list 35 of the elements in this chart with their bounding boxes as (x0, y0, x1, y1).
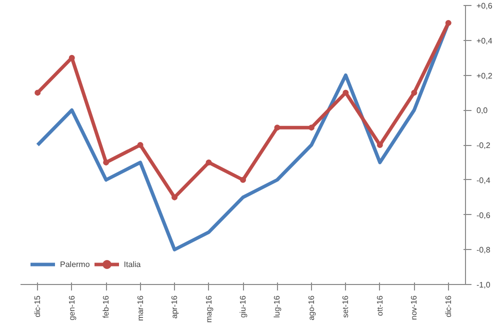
y-tick-label: -0,2 (476, 141, 491, 150)
x-tick-label: ago-16 (306, 294, 316, 320)
y-tick-label: +0,6 (476, 2, 493, 10)
y-tick-label: +0,2 (476, 71, 493, 80)
point (172, 194, 178, 200)
x-tick-label: lug-16 (272, 294, 282, 318)
x-tick-label: mar-16 (136, 294, 145, 321)
y-tick-label: -0,4 (476, 176, 491, 185)
point (240, 176, 246, 183)
x-tick-label: feb-16 (102, 294, 111, 318)
point (445, 20, 452, 26)
point (34, 90, 41, 96)
point (206, 159, 212, 166)
x-tick-label: set-16 (341, 294, 350, 318)
point (342, 90, 349, 96)
point (103, 159, 110, 166)
x-tick-label: dic-16 (444, 294, 453, 318)
legend-label: Palermo (60, 260, 90, 268)
point (274, 124, 280, 131)
y-tick-label: -1,0 (476, 280, 491, 290)
x-tick-label: dic-15 (33, 294, 42, 318)
x-tick-label: nov-16 (410, 294, 419, 320)
point (137, 142, 144, 148)
x-tick-label: ott-16 (375, 294, 384, 316)
x-tick-label: mag-16 (204, 294, 214, 323)
x-tick-label: apr-16 (170, 294, 180, 319)
x-tick-label: gen-16 (67, 294, 76, 320)
y-tick-label: -0,6 (476, 210, 491, 220)
y-tick-label: +0,4 (476, 36, 493, 46)
point (411, 90, 418, 96)
legend-label: Italia (124, 260, 142, 268)
point (308, 124, 314, 131)
y-tick-label: 0,0 (476, 106, 488, 116)
y-tick-label: -0,8 (476, 246, 491, 255)
x-tick-label: giu-16 (238, 294, 248, 318)
